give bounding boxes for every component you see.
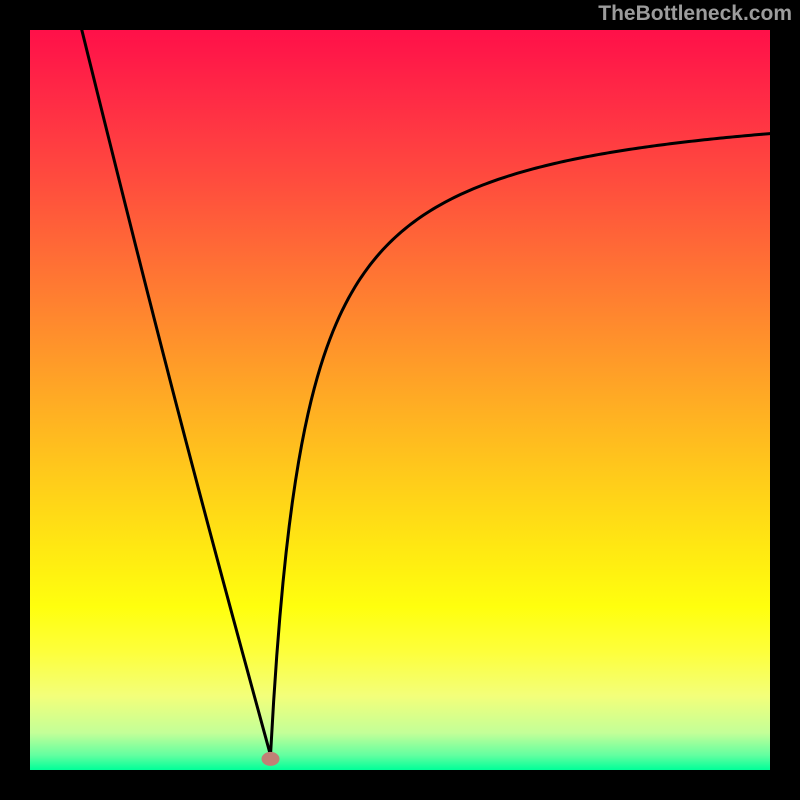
bottleneck-chart <box>0 0 800 800</box>
optimum-marker <box>262 752 280 766</box>
watermark-text: TheBottleneck.com <box>598 2 792 26</box>
plot-background <box>30 30 770 770</box>
chart-root: TheBottleneck.com <box>0 0 800 800</box>
